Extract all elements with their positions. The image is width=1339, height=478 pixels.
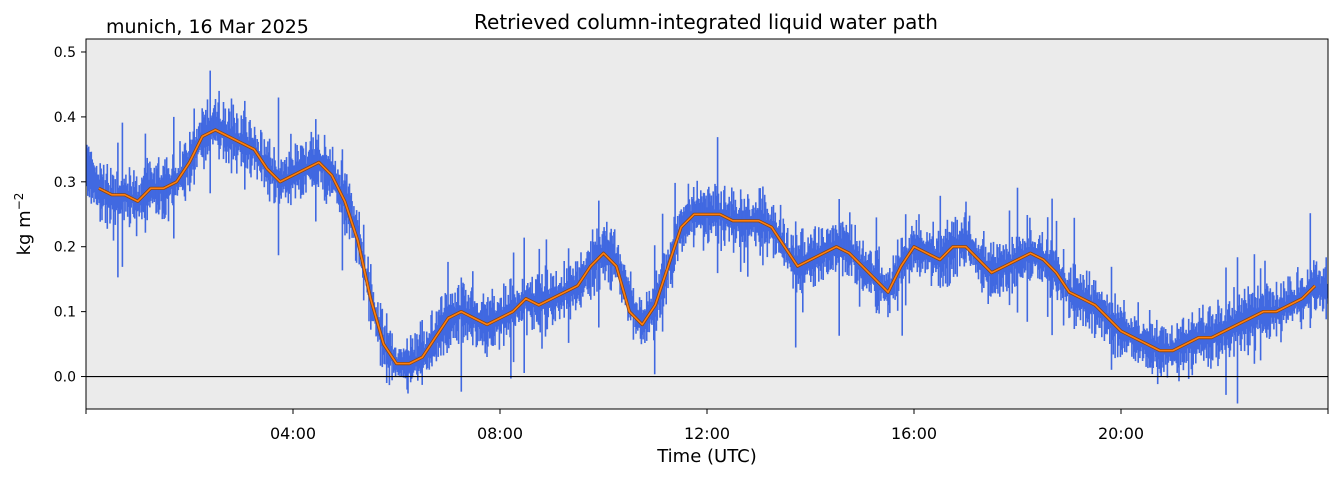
smoothed-line: [98, 129, 1316, 365]
chart-subtitle: munich, 16 Mar 2025: [106, 16, 309, 38]
y-tick-label: 0.1: [54, 305, 76, 321]
y-axis: 0.0 0.1 0.2 0.3 0.4 0.5: [54, 45, 86, 386]
y-axis-label-exponent: −2: [12, 193, 26, 211]
plot-area: [86, 39, 1328, 409]
y-axis-label-group: kg m−2: [12, 193, 35, 256]
retrieval-points: [86, 70, 1328, 404]
y-tick-label: 0.2: [54, 240, 76, 256]
chart-title: Retrieved column-integrated liquid water…: [474, 10, 938, 34]
x-tick-label: 08:00: [477, 424, 523, 443]
y-tick-label: 0.0: [54, 370, 76, 386]
x-tick-label: 16:00: [891, 424, 937, 443]
y-tick-label: 0.5: [54, 45, 76, 61]
data-layer: [86, 70, 1328, 404]
y-tick-label: 0.4: [54, 110, 76, 126]
x-tick-label: 04:00: [270, 424, 316, 443]
x-axis: 04:00 08:00 12:00 16:00 20:00: [85, 409, 1329, 443]
y-axis-label: kg m−2: [12, 193, 35, 256]
y-tick-label: 0.3: [54, 175, 76, 191]
y-axis-label-base: kg m: [14, 210, 35, 255]
x-axis-label: Time (UTC): [656, 446, 757, 467]
x-tick-label: 12:00: [684, 424, 730, 443]
x-tick-label: 20:00: [1098, 424, 1144, 443]
